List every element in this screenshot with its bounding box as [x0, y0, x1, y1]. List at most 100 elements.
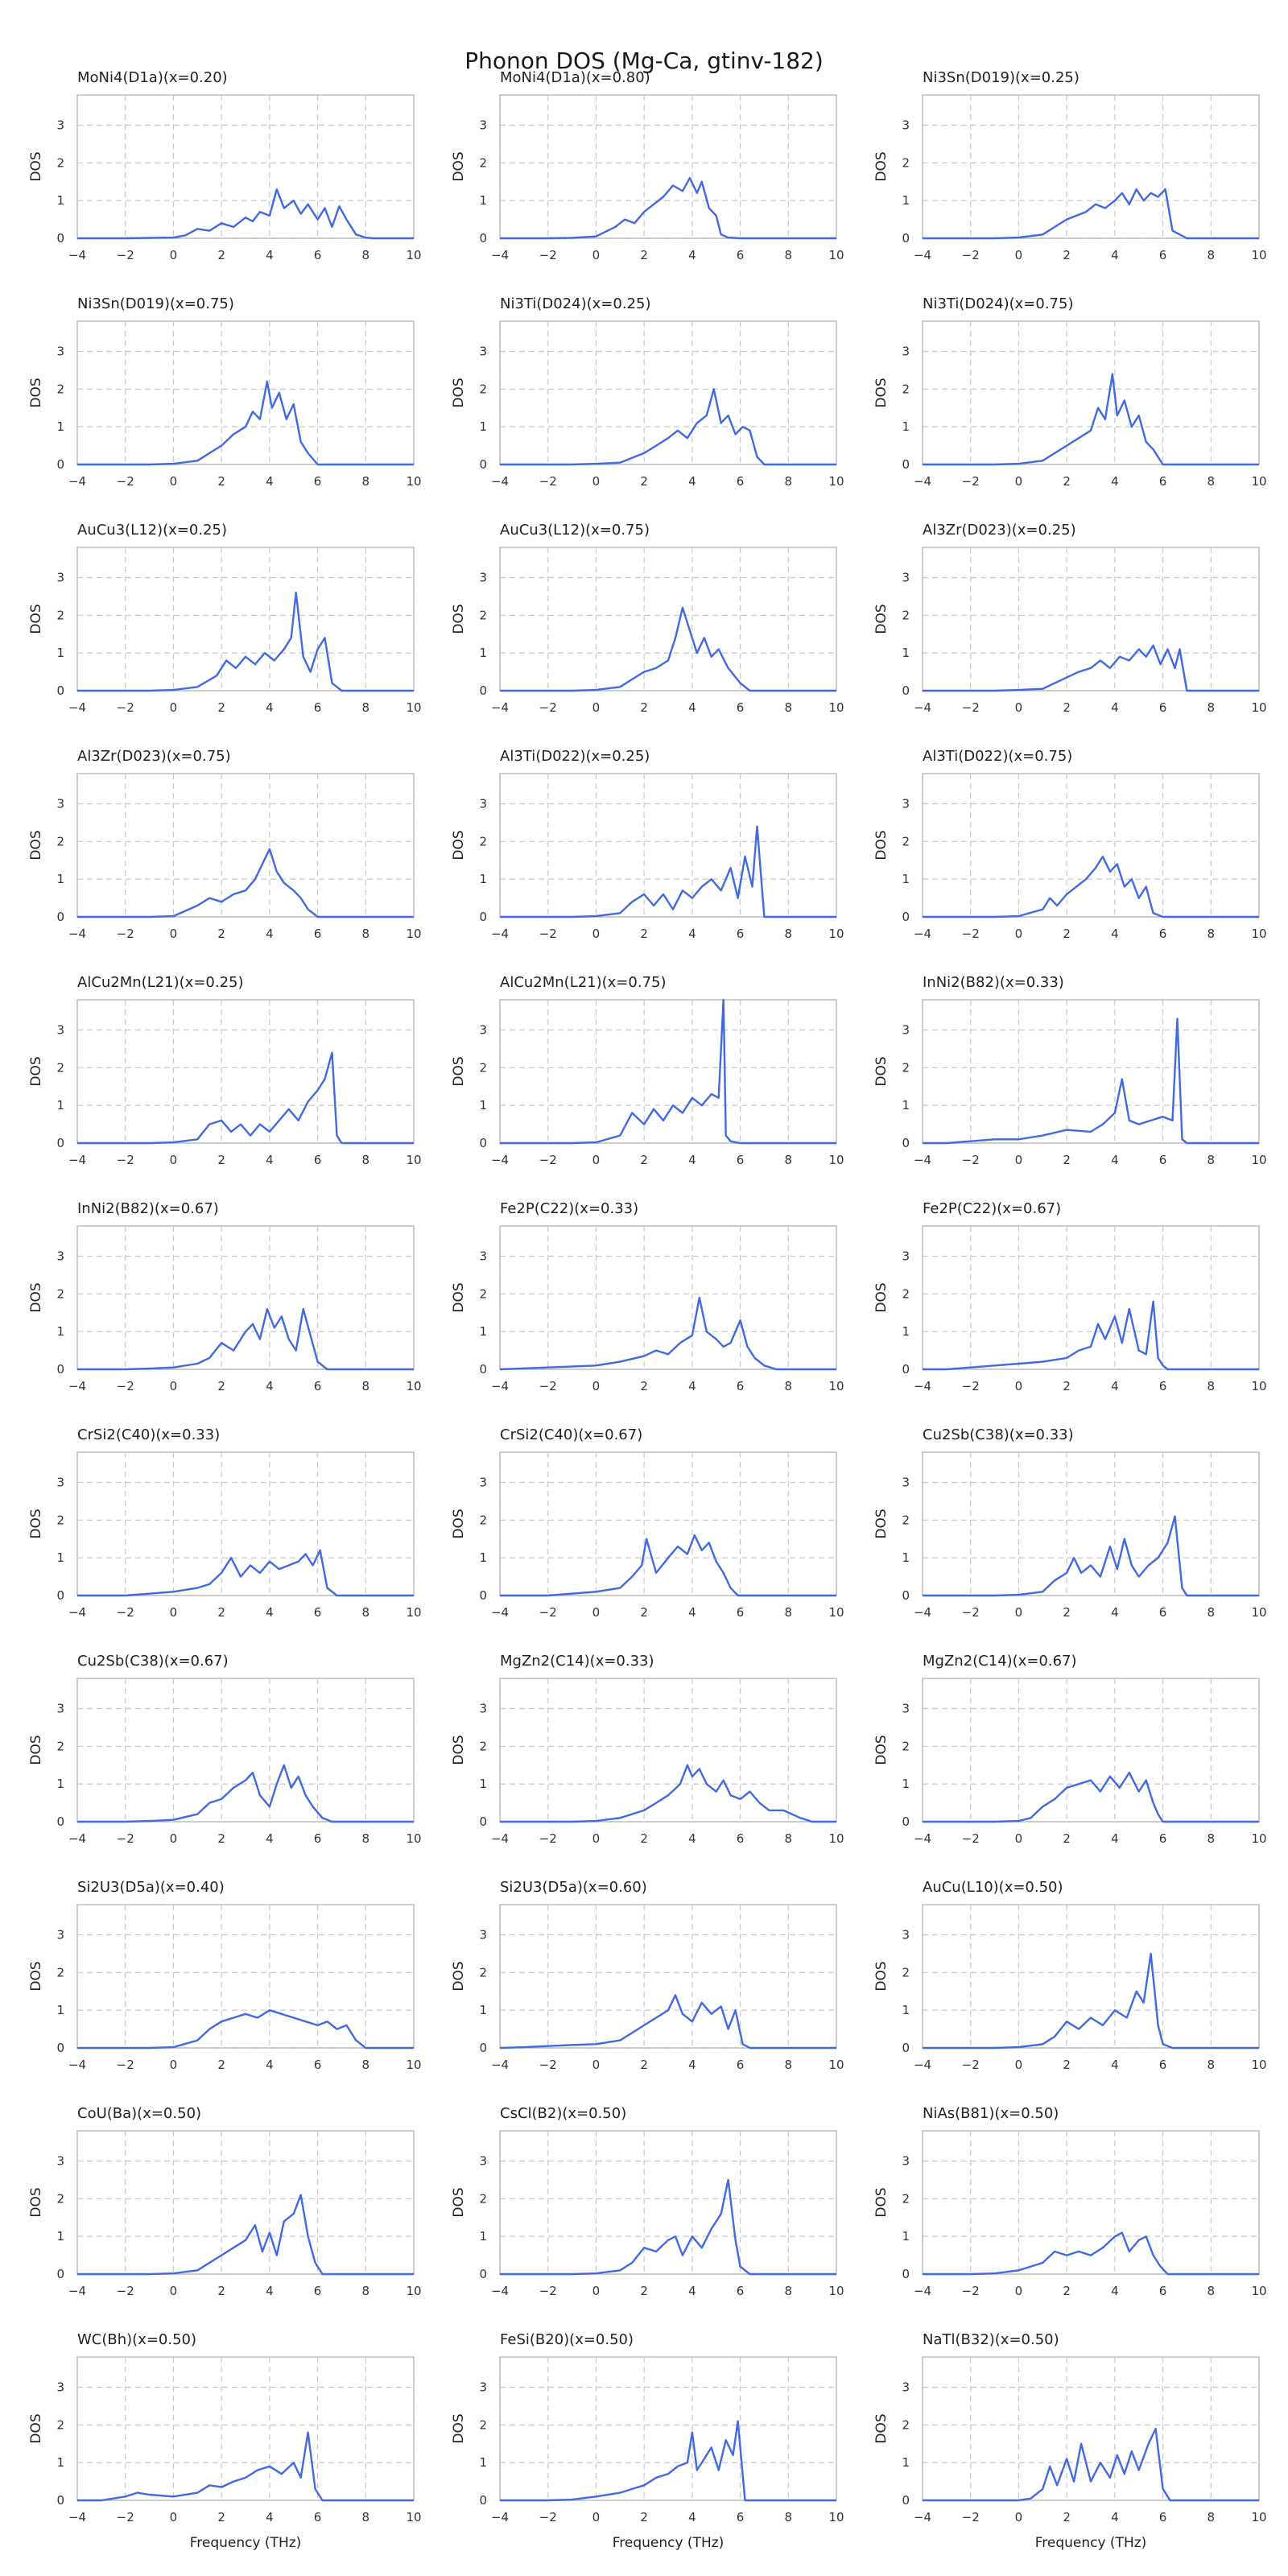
y-tick-label: 2 [479, 1739, 487, 1753]
y-axis-label: DOS [451, 2413, 467, 2443]
x-tick-label: −2 [539, 1605, 557, 1620]
x-tick-label: 10 [828, 474, 844, 489]
x-tick-label: −4 [914, 1831, 931, 1846]
x-tick-label: 6 [1159, 2058, 1167, 2072]
x-tick-label: 2 [640, 927, 648, 941]
y-tick-label: 2 [902, 1060, 910, 1075]
y-tick-label: 0 [902, 683, 910, 698]
y-tick-label: 3 [479, 2380, 487, 2394]
plot-frame [499, 1225, 837, 1370]
x-tick-label: 4 [688, 474, 696, 489]
x-tick-label: 2 [217, 1379, 225, 1393]
x-tick-label: 2 [1063, 1153, 1071, 1167]
y-axis-label: DOS [28, 2187, 44, 2217]
x-tick-label: 6 [737, 2510, 745, 2524]
x-tick-label: 10 [406, 700, 421, 715]
x-tick-label: −2 [539, 1153, 557, 1167]
plot-frame [76, 320, 415, 465]
dos-panel: −4 −2 0 2 4 6 8 10 0 1 2 3 Ni3Sn(D019)(x=0.75) DOS [28, 295, 422, 489]
x-tick-label: 4 [1111, 248, 1119, 262]
x-tick-label: 6 [314, 248, 322, 262]
y-tick-label: 0 [56, 910, 64, 924]
x-tick-label: 0 [1015, 1605, 1023, 1620]
y-tick-label: 1 [56, 1777, 64, 1791]
x-tick-label: 6 [1159, 248, 1167, 262]
x-tick-label: 10 [406, 474, 421, 489]
y-tick-label: 3 [902, 1927, 910, 1942]
x-tick-label: 4 [688, 1153, 696, 1167]
x-tick-label: 0 [1015, 474, 1023, 489]
x-tick-label: −4 [491, 1831, 509, 1846]
dos-panel: −4 −2 0 2 4 6 8 10 0 1 2 3 Fe2P(C22)(x=0.67) DOS [873, 1200, 1267, 1393]
dos-panel: −4 −2 0 2 4 6 8 10 0 1 2 3 Cu2Sb(C38)(x=0.33) DOS [873, 1426, 1267, 1620]
y-tick-label: 3 [56, 570, 64, 584]
plot-frame [499, 2356, 837, 2501]
plot-frame [76, 1225, 415, 1370]
y-tick-label: 2 [479, 1513, 487, 1527]
y-tick-label: 3 [56, 2153, 64, 2168]
x-tick-label: 8 [1208, 1153, 1216, 1167]
x-tick-label: −2 [962, 1153, 980, 1167]
x-tick-label: −2 [539, 248, 557, 262]
panel-title: Si2U3(D5a)(x=0.60) [500, 1879, 647, 1896]
y-tick-label: 3 [56, 2380, 64, 2394]
x-tick-label: −4 [68, 248, 86, 262]
panel-title: AuCu(L10)(x=0.50) [923, 1879, 1063, 1896]
x-tick-label: 10 [406, 2510, 421, 2524]
x-tick-label: 2 [217, 1831, 225, 1846]
x-tick-label: 2 [217, 2058, 225, 2072]
x-axis-label: Frequency (THz) [1035, 2535, 1147, 2551]
x-tick-label: 2 [640, 2510, 648, 2524]
dos-series-line [77, 188, 414, 240]
x-tick-label: 4 [688, 1605, 696, 1620]
plot-frame [922, 1904, 1260, 2049]
y-tick-label: 1 [56, 193, 64, 208]
x-tick-label: 2 [1063, 1831, 1071, 1846]
x-tick-label: 0 [1015, 1153, 1023, 1167]
y-tick-label: 0 [479, 1588, 487, 1603]
y-tick-label: 2 [56, 155, 64, 170]
x-tick-label: 0 [592, 2058, 601, 2072]
x-tick-label: 4 [1111, 1379, 1119, 1393]
x-tick-label: 6 [314, 700, 322, 715]
x-tick-label: −2 [539, 1379, 557, 1393]
dos-series-line [500, 388, 836, 466]
dos-series-line [499, 1994, 836, 2050]
dos-series-line [923, 188, 1259, 240]
y-tick-label: 1 [479, 2455, 487, 2470]
y-tick-label: 0 [902, 1588, 910, 1603]
x-tick-label: 6 [314, 2510, 322, 2524]
x-tick-label: 6 [1159, 700, 1167, 715]
panel-title: Al3Ti(D022)(x=0.75) [923, 748, 1072, 765]
y-tick-label: 1 [56, 1324, 64, 1339]
x-axis-label: Frequency (THz) [613, 2535, 724, 2551]
y-axis-label: DOS [451, 830, 467, 860]
y-tick-label: 0 [56, 1588, 64, 1603]
x-tick-label: 4 [266, 2058, 274, 2072]
x-tick-label: 6 [1159, 2510, 1167, 2524]
x-tick-label: −2 [539, 2284, 557, 2298]
x-tick-label: 6 [314, 1605, 322, 1620]
x-tick-label: 2 [217, 927, 225, 941]
x-tick-label: 8 [362, 1605, 370, 1620]
plot-frame [76, 2356, 415, 2501]
y-tick-label: 3 [56, 118, 64, 132]
x-tick-label: 0 [170, 474, 178, 489]
dos-panel: −4 −2 0 2 4 6 8 10 0 1 2 3 NiAs(B81)(x=0.50) DOS [873, 2105, 1267, 2298]
x-tick-label: 0 [1015, 2284, 1023, 2298]
y-tick-label: 1 [479, 193, 487, 208]
plot-frame [499, 94, 837, 239]
y-tick-label: 1 [479, 646, 487, 660]
dos-panel: −4 −2 0 2 4 6 8 10 0 1 2 3 CrSi2(C40)(x=0.33) DOS [28, 1426, 422, 1620]
plot-frame [499, 1904, 837, 2049]
plot-frame [76, 773, 415, 918]
y-tick-label: 0 [902, 457, 910, 472]
dos-panel: −4 −2 0 2 4 6 8 10 0 1 2 3 AuCu(L10)(x=0.50) DOS [873, 1879, 1267, 2072]
x-tick-label: −2 [539, 700, 557, 715]
plot-frame [922, 1678, 1260, 1823]
x-tick-label: 4 [688, 700, 696, 715]
x-tick-label: 0 [170, 1605, 178, 1620]
dos-series-line [500, 606, 836, 692]
x-tick-label: 6 [314, 1379, 322, 1393]
plot-frame [76, 999, 415, 1144]
